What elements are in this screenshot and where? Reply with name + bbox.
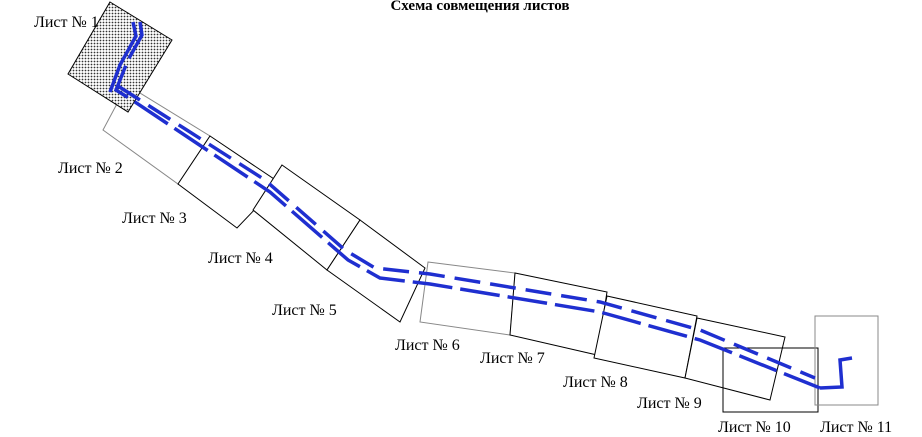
sheet-label: Лист № 8 <box>563 374 628 391</box>
sheet-frame <box>67 1 173 113</box>
sheet-label: Лист № 2 <box>58 160 123 177</box>
route-line <box>819 356 853 390</box>
sheet-frame <box>509 272 608 356</box>
sheet-label: Лист № 11 <box>820 419 892 436</box>
route-line <box>117 84 816 380</box>
sheet-label: Лист № 4 <box>208 250 273 267</box>
sheet-label: Лист № 10 <box>718 419 791 436</box>
sheet-frame <box>177 135 281 229</box>
sheet-frame <box>722 347 819 413</box>
sheet-frame <box>684 317 786 401</box>
route-line <box>108 21 138 93</box>
route-line <box>113 21 821 390</box>
sheet-label: Лист № 1 <box>34 14 99 31</box>
sheet-frame <box>593 295 698 379</box>
sheet-label: Лист № 3 <box>122 210 187 227</box>
title: Схема совмещения листов <box>390 0 569 14</box>
sheet-label: Лист № 7 <box>480 350 545 367</box>
sheet-label: Лист № 5 <box>272 302 337 319</box>
sheet-label: Лист № 9 <box>637 395 702 412</box>
sheet-frame <box>814 315 879 406</box>
sheet-label: Лист № 6 <box>395 337 460 354</box>
